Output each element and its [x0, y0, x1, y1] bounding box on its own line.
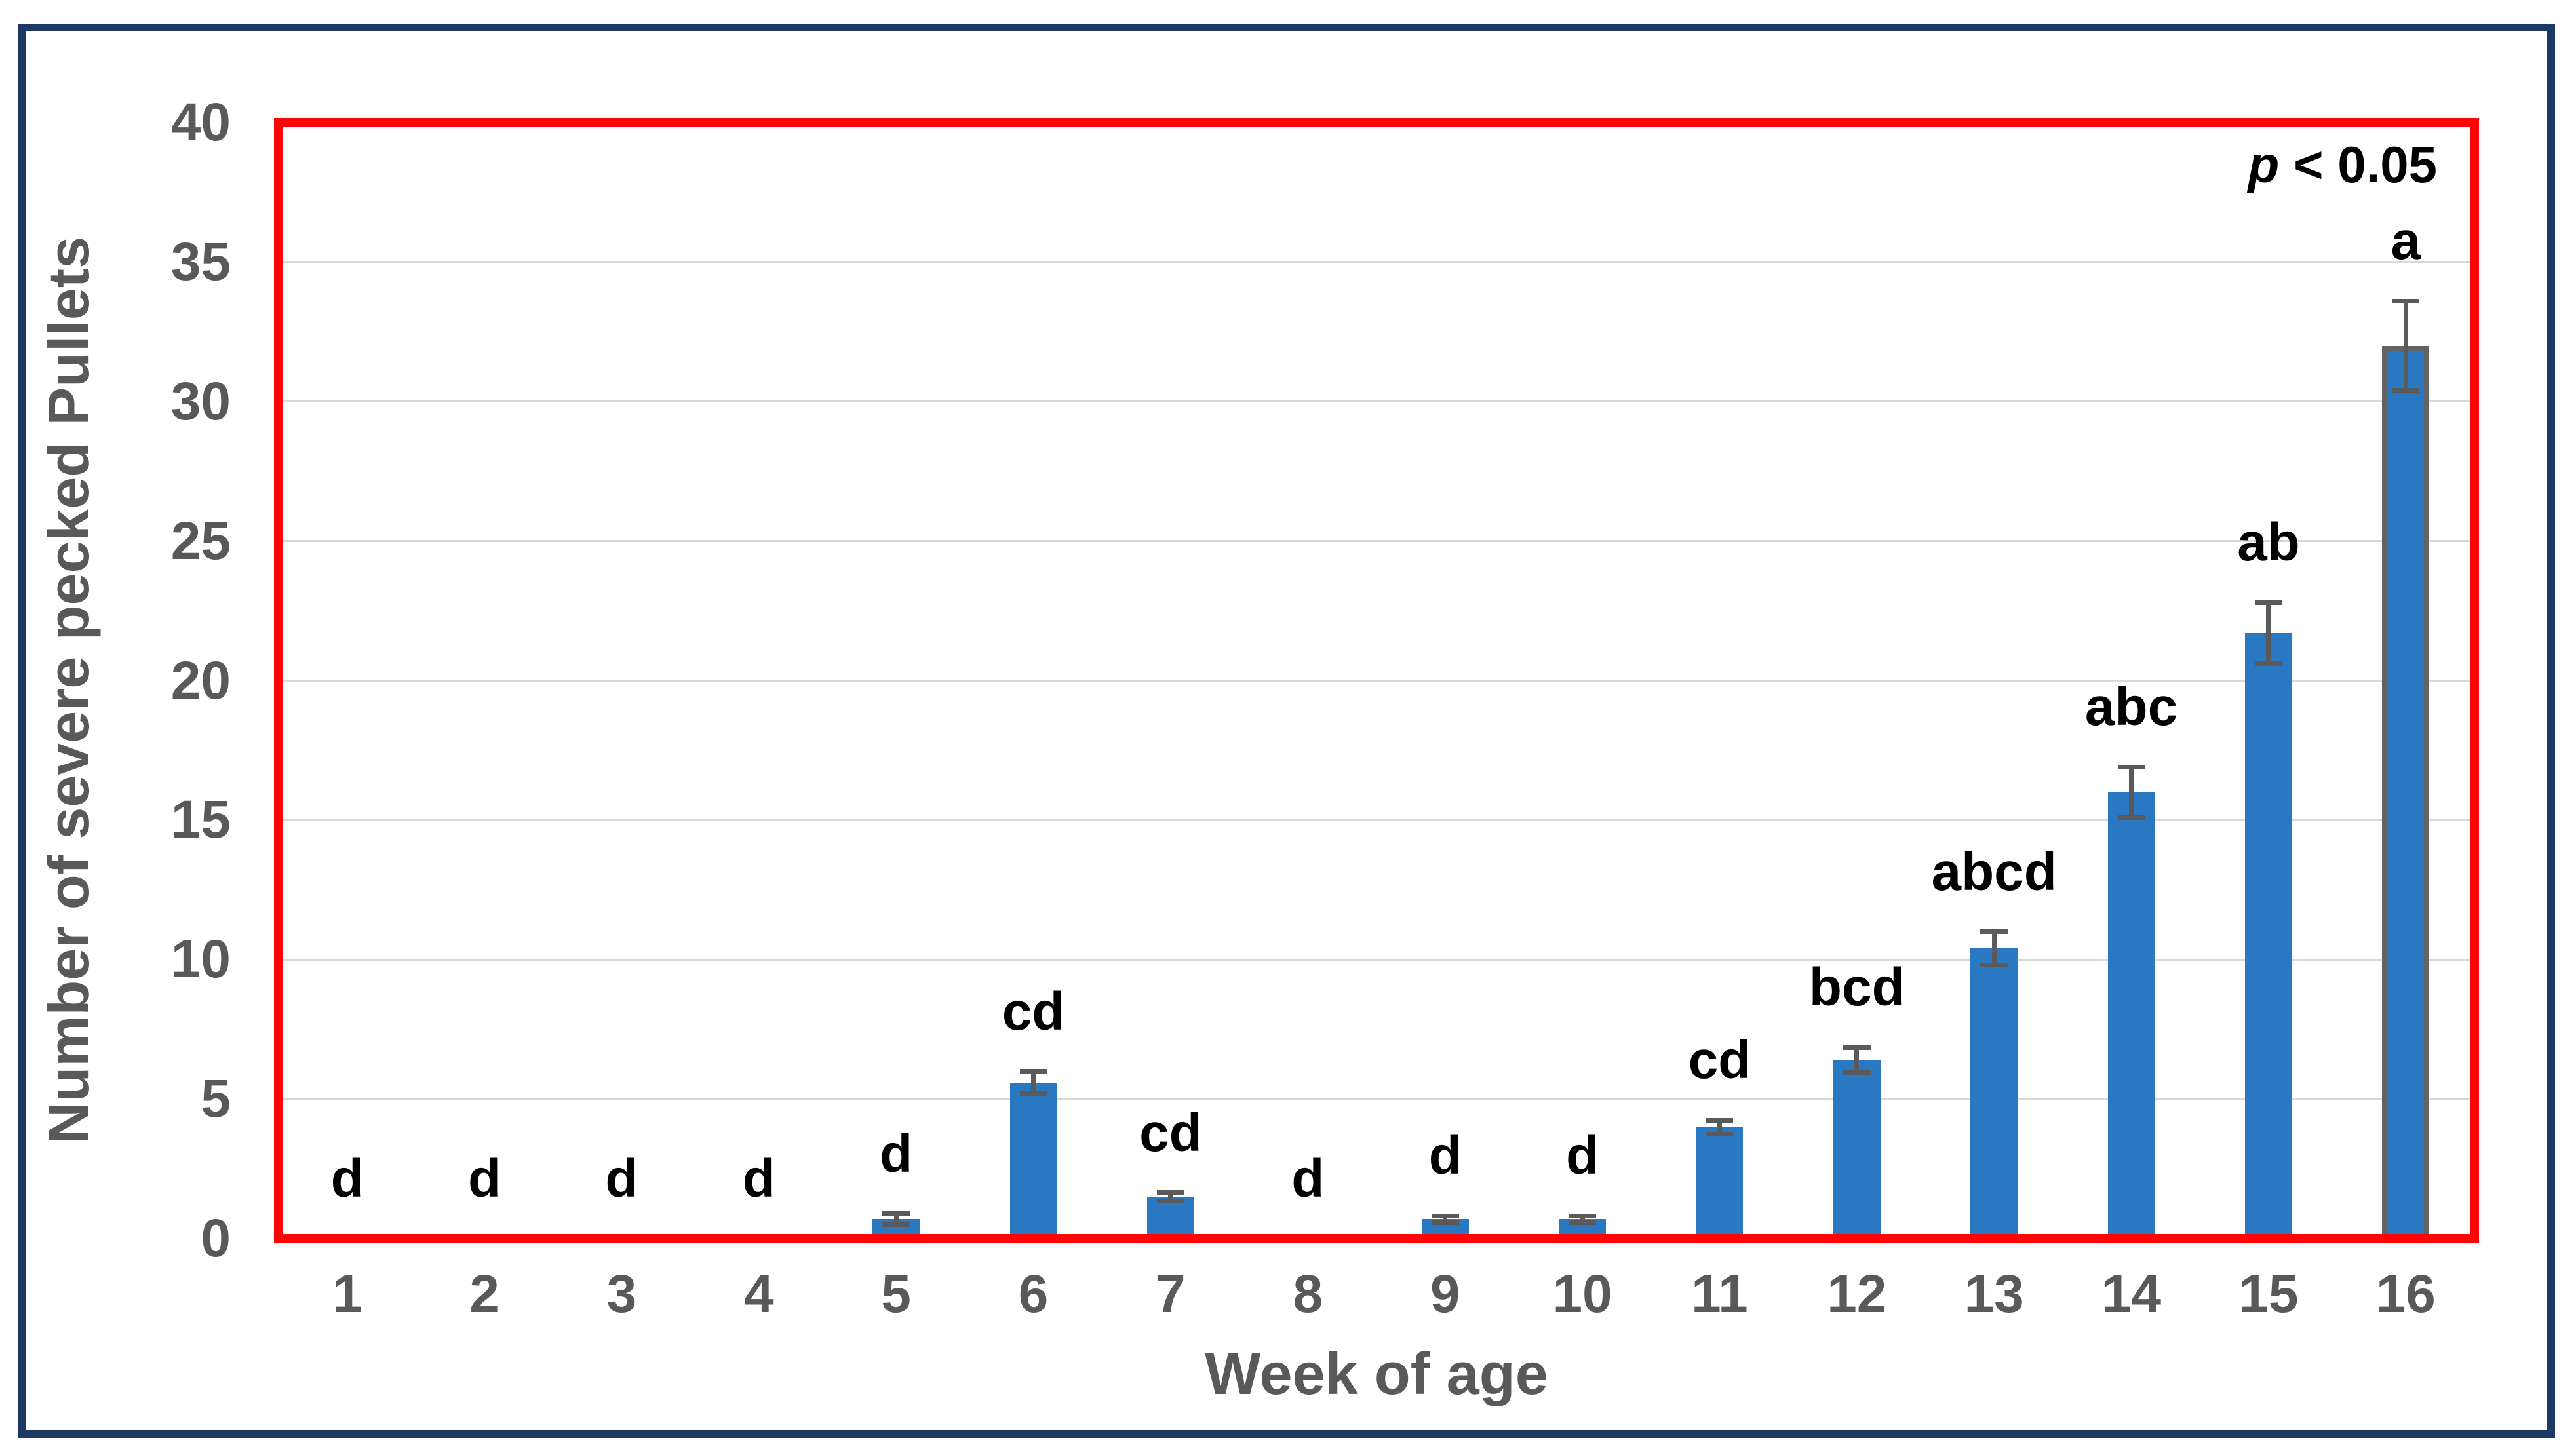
- x-tick-week-14: 14: [2101, 1264, 2162, 1324]
- p-annotation-rest: < 0.05: [2279, 136, 2437, 193]
- x-tick-week-13: 13: [1964, 1264, 2024, 1324]
- x-tick-week-5: 5: [881, 1264, 911, 1324]
- sig-letter-week-16: a: [2391, 211, 2421, 271]
- plot-area: d d d d d cd cd d d d cd bcd abcd abc ab a: [279, 121, 2474, 1239]
- x-tick-week-6: 6: [1018, 1264, 1049, 1324]
- error-cap-bottom-week-15: [2254, 661, 2282, 667]
- error-cap-top-week-11: [1706, 1117, 1734, 1123]
- error-cap-bottom-week-13: [1980, 963, 2008, 968]
- sig-letter-week-13: abcd: [1931, 842, 2057, 902]
- sig-letter-week-10: d: [1566, 1126, 1599, 1186]
- x-tick-week-1: 1: [332, 1264, 362, 1324]
- y-tick-15: 15: [170, 790, 231, 850]
- error-cap-top-week-10: [1569, 1213, 1597, 1218]
- error-cap-top-week-5: [882, 1211, 910, 1216]
- error-bar-week-6: [1031, 1071, 1036, 1094]
- bar-week-13: [1970, 948, 2018, 1239]
- y-axis-tick-labels: 0 5 10 15 20 25 30 35 40: [0, 0, 231, 1453]
- bar-week-15: [2244, 633, 2292, 1239]
- error-bar-week-11: [1717, 1120, 1722, 1134]
- error-cap-bottom-week-11: [1706, 1131, 1734, 1136]
- gridline-y-20: [279, 680, 2474, 682]
- y-tick-0: 0: [201, 1209, 231, 1268]
- p-annotation-italic: p: [2248, 136, 2280, 193]
- x-tick-week-9: 9: [1430, 1264, 1460, 1324]
- error-cap-top-week-16: [2392, 298, 2420, 303]
- y-tick-35: 35: [170, 231, 231, 292]
- sig-letter-week-11: cd: [1688, 1030, 1751, 1091]
- p-value-annotation: p < 0.05: [2248, 139, 2437, 190]
- error-bar-week-10: [1580, 1216, 1585, 1223]
- error-bar-week-13: [1991, 931, 1997, 965]
- error-cap-bottom-week-10: [1569, 1220, 1597, 1225]
- error-cap-top-week-9: [1431, 1213, 1459, 1218]
- error-cap-top-week-13: [1980, 929, 2008, 935]
- sig-letter-week-2: d: [468, 1149, 501, 1209]
- error-bar-week-9: [1443, 1216, 1448, 1223]
- gridline-y-30: [279, 400, 2474, 403]
- x-tick-week-2: 2: [469, 1264, 499, 1324]
- gridline-y-25: [279, 540, 2474, 543]
- gridline-y-35: [279, 261, 2474, 263]
- x-tick-week-16: 16: [2375, 1264, 2436, 1324]
- error-cap-bottom-week-12: [1843, 1070, 1871, 1075]
- y-tick-25: 25: [170, 511, 231, 571]
- error-cap-top-week-12: [1843, 1045, 1871, 1050]
- error-bar-week-7: [1168, 1192, 1173, 1201]
- sig-letter-week-6: cd: [1002, 981, 1065, 1041]
- error-cap-bottom-week-7: [1156, 1199, 1184, 1204]
- sig-letter-week-12: bcd: [1808, 958, 1905, 1018]
- x-tick-week-15: 15: [2238, 1264, 2299, 1324]
- error-cap-top-week-6: [1019, 1069, 1047, 1074]
- sig-letter-week-9: d: [1428, 1126, 1462, 1186]
- sig-letter-week-8: d: [1291, 1149, 1325, 1209]
- x-tick-week-8: 8: [1293, 1264, 1323, 1324]
- error-bar-week-5: [893, 1213, 899, 1225]
- error-cap-bottom-week-5: [882, 1222, 910, 1228]
- bar-week-12: [1833, 1060, 1881, 1239]
- error-bar-week-12: [1854, 1047, 1860, 1073]
- y-tick-10: 10: [170, 929, 231, 990]
- error-cap-bottom-week-6: [1019, 1091, 1047, 1096]
- error-cap-top-week-14: [2117, 764, 2145, 769]
- outer-navy-frame: [18, 24, 2555, 1438]
- error-bar-week-15: [2266, 602, 2271, 664]
- sig-letter-week-4: d: [742, 1149, 775, 1209]
- error-cap-top-week-7: [1156, 1190, 1184, 1195]
- error-cap-bottom-week-9: [1431, 1220, 1459, 1225]
- error-bar-week-14: [2129, 767, 2134, 818]
- gridline-y-5: [279, 1098, 2474, 1100]
- x-tick-week-7: 7: [1156, 1264, 1186, 1324]
- x-tick-week-10: 10: [1552, 1264, 1612, 1324]
- sig-letter-week-7: cd: [1139, 1102, 1202, 1163]
- error-cap-top-week-15: [2254, 600, 2282, 605]
- bar-week-7: [1146, 1197, 1194, 1239]
- x-tick-week-4: 4: [744, 1264, 774, 1324]
- x-tick-week-11: 11: [1691, 1264, 1748, 1324]
- bar-week-6: [1009, 1082, 1057, 1239]
- error-bar-week-16: [2403, 301, 2408, 391]
- sig-letter-week-5: d: [880, 1123, 913, 1184]
- gridline-y-40: [279, 121, 2474, 124]
- bar-week-14: [2107, 792, 2155, 1239]
- sig-letter-week-3: d: [605, 1149, 638, 1209]
- y-tick-40: 40: [170, 92, 231, 152]
- sig-letter-week-15: ab: [2237, 513, 2300, 573]
- x-axis-tick-labels: 1 2 3 4 5 6 7 8 9 10 11 12 13 14 15 16: [279, 1264, 2474, 1344]
- y-tick-30: 30: [170, 371, 231, 431]
- bar-week-11: [1696, 1127, 1744, 1239]
- x-tick-week-12: 12: [1827, 1264, 1887, 1324]
- x-axis-title: Week of age: [1205, 1342, 1548, 1407]
- gridline-y-15: [279, 819, 2474, 821]
- error-cap-bottom-week-14: [2117, 815, 2145, 820]
- y-tick-20: 20: [170, 650, 231, 710]
- y-tick-5: 5: [201, 1069, 231, 1129]
- bar-week-16: [2382, 345, 2430, 1239]
- x-tick-week-3: 3: [606, 1264, 637, 1324]
- sig-letter-week-14: abc: [2084, 677, 2178, 737]
- gridline-y-10: [279, 958, 2474, 961]
- sig-letter-week-1: d: [330, 1149, 364, 1209]
- error-cap-bottom-week-16: [2392, 388, 2420, 393]
